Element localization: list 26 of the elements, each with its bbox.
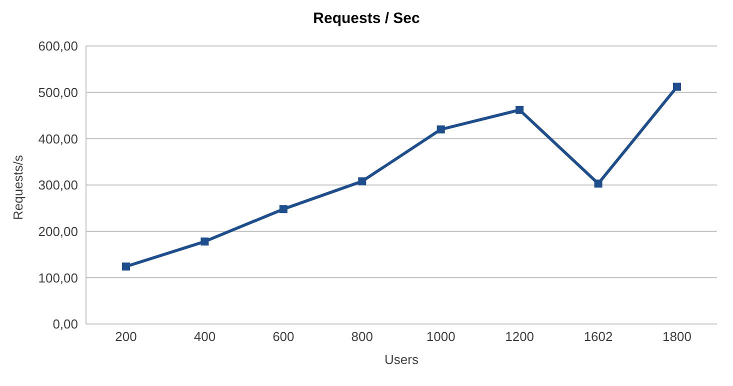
chart-title: Requests / Sec (312, 10, 421, 27)
point (516, 106, 524, 114)
x-tick-label: 400 (194, 329, 216, 344)
y-axis-title: Requests/s (10, 154, 26, 220)
point (122, 262, 130, 271)
x-tick-label: 1200 (505, 329, 534, 344)
y-tick-label: 100,00 (38, 270, 78, 286)
point (358, 177, 366, 186)
x-tick-label: 1602 (584, 329, 613, 344)
x-tick-label: 600 (272, 329, 294, 344)
y-tick-label: 200,00 (38, 224, 78, 239)
x-tick-label: 200 (115, 329, 137, 344)
x-tick-label: 1000 (426, 329, 456, 344)
point (436, 125, 445, 134)
x-tick-label: 1800 (662, 329, 692, 344)
point (594, 180, 602, 188)
y-tick-label: 0,00 (52, 316, 78, 332)
y-tick-label: 300,00 (38, 178, 78, 193)
x-axis-title: Users (384, 352, 419, 367)
x-tick-label: 800 (351, 329, 373, 344)
point (673, 82, 681, 91)
y-tick-label: 500,00 (38, 84, 78, 100)
y-tick-label: 600,00 (38, 38, 78, 54)
point (279, 205, 288, 214)
y-tick-label: 400,00 (38, 131, 78, 146)
point (200, 238, 209, 246)
